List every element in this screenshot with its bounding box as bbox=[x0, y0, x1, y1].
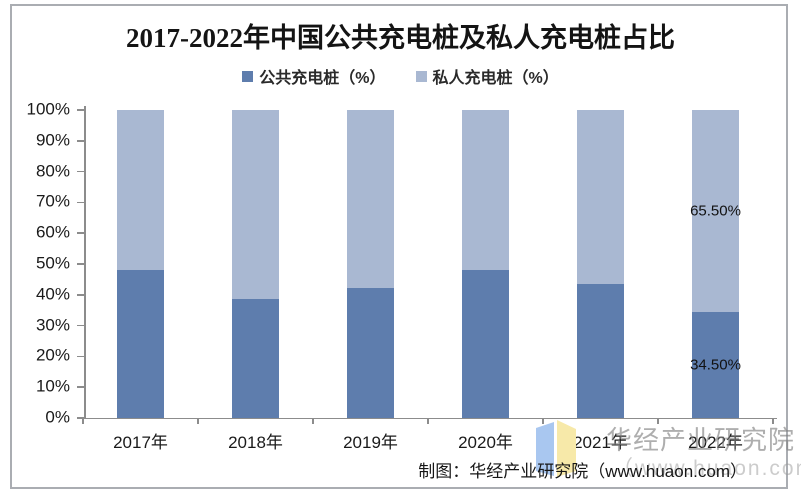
y-tick-label: 90% bbox=[35, 130, 70, 150]
bar-segment-private bbox=[577, 110, 624, 284]
y-axis-line bbox=[84, 106, 86, 418]
bar-segment-public bbox=[347, 287, 394, 418]
bar-segment-public bbox=[692, 311, 739, 418]
x-tick-label: 2020年 bbox=[458, 433, 513, 452]
footer-credit: 制图：华经产业研究院（www.huaon.com） bbox=[418, 462, 747, 481]
bar-segment-private bbox=[117, 110, 164, 271]
bar-segment-private bbox=[232, 110, 279, 300]
legend-item-public: 公共充电桩（%） bbox=[242, 64, 386, 88]
y-axis-tick bbox=[77, 201, 84, 204]
bar-segment-public bbox=[232, 299, 279, 418]
x-axis-line bbox=[84, 417, 777, 419]
x-axis-tick bbox=[427, 417, 429, 424]
x-tick-label: 2017年 bbox=[113, 433, 168, 452]
y-axis-tick bbox=[77, 386, 84, 388]
y-tick-label: 50% bbox=[35, 253, 70, 273]
y-axis-tick bbox=[77, 109, 84, 111]
bar-segment-private bbox=[692, 110, 739, 312]
legend: 公共充电桩（%） 私人充电桩（%） bbox=[0, 64, 801, 88]
bar-segment-private bbox=[462, 110, 509, 271]
y-axis-tick bbox=[77, 294, 84, 296]
y-axis-tick bbox=[77, 170, 84, 173]
y-tick-label: 10% bbox=[35, 376, 70, 396]
legend-label-public: 公共充电桩（%） bbox=[259, 70, 386, 87]
x-tick-label: 2018年 bbox=[228, 433, 283, 452]
x-axis-tick bbox=[542, 417, 544, 424]
x-axis-tick bbox=[197, 417, 199, 424]
y-tick-label: 80% bbox=[35, 161, 70, 181]
legend-swatch-private bbox=[415, 70, 427, 82]
x-tick-label: 2019年 bbox=[343, 433, 398, 452]
y-tick-label: 70% bbox=[35, 191, 70, 211]
data-label: 65.50% bbox=[690, 202, 741, 220]
bar-segment-private bbox=[347, 110, 394, 288]
y-tick-label: 40% bbox=[35, 284, 70, 304]
y-tick-label: 30% bbox=[35, 315, 70, 335]
bar-segment-public bbox=[117, 270, 164, 418]
x-tick-label: 2021年 bbox=[573, 433, 628, 452]
legend-swatch-public bbox=[242, 70, 254, 82]
x-axis-tick bbox=[657, 417, 659, 424]
x-axis-tick bbox=[312, 417, 314, 424]
y-tick-label: 100% bbox=[26, 99, 70, 119]
bar-segment-public bbox=[462, 270, 509, 418]
huaon-logo-icon bbox=[536, 420, 576, 477]
y-axis-tick bbox=[77, 355, 84, 358]
y-axis-tick bbox=[77, 417, 84, 419]
y-axis-tick bbox=[77, 263, 84, 265]
y-tick-label: 20% bbox=[35, 345, 70, 365]
chart-frame bbox=[10, 4, 788, 489]
y-tick-label: 60% bbox=[35, 222, 70, 242]
y-axis-tick bbox=[77, 140, 84, 142]
legend-item-private: 私人充电桩（%） bbox=[415, 64, 559, 88]
y-axis-tick bbox=[77, 232, 84, 234]
x-axis-tick bbox=[82, 417, 84, 424]
x-tick-label: 2022年 bbox=[688, 433, 743, 452]
chart-title: 2017-2022年中国公共充电桩及私人充电桩占比 bbox=[126, 23, 675, 53]
bar-segment-public bbox=[577, 283, 624, 418]
legend-label-private: 私人充电桩（%） bbox=[432, 70, 559, 87]
x-axis-tick bbox=[772, 417, 774, 424]
y-axis-tick bbox=[77, 324, 84, 327]
y-tick-label: 0% bbox=[45, 407, 70, 427]
data-label: 34.50% bbox=[690, 356, 741, 374]
